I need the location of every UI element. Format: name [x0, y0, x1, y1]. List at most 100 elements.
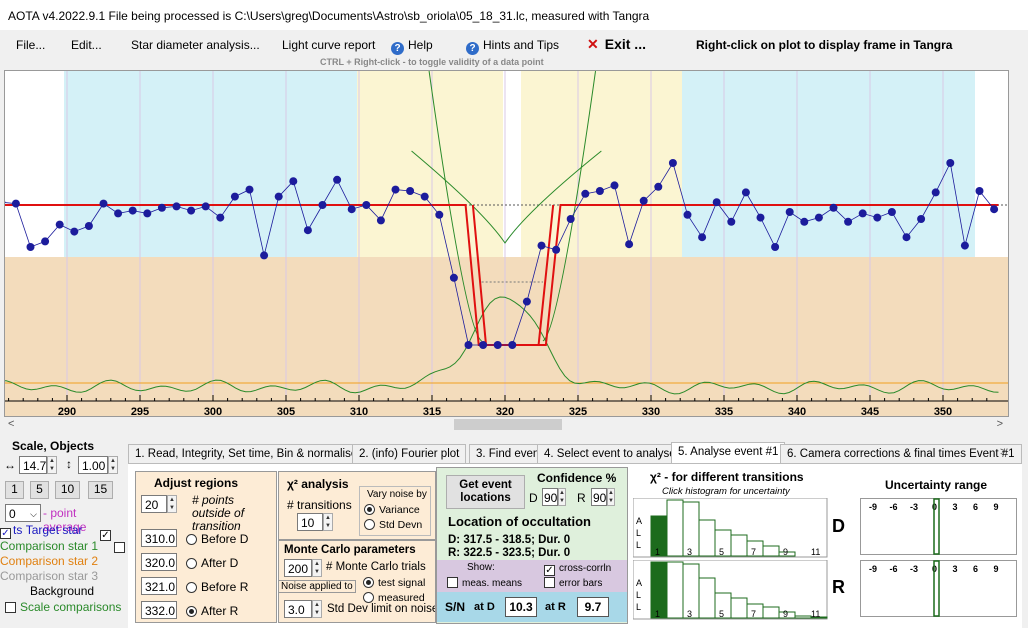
menu-edit[interactable]: Edit...: [71, 38, 102, 52]
measured-radio[interactable]: [363, 592, 374, 603]
data-point[interactable]: [377, 216, 385, 224]
data-point[interactable]: [289, 177, 297, 185]
data-point[interactable]: [41, 237, 49, 245]
data-point[interactable]: [450, 274, 458, 282]
before-r-value[interactable]: 321.0: [141, 577, 177, 595]
data-point[interactable]: [976, 187, 984, 195]
data-point[interactable]: [961, 242, 969, 250]
data-point[interactable]: [727, 218, 735, 226]
data-point[interactable]: [917, 215, 925, 223]
data-point[interactable]: [85, 222, 93, 230]
data-point[interactable]: [231, 193, 239, 201]
points-outside-input[interactable]: 20: [141, 495, 167, 513]
histogram-bar[interactable]: [699, 578, 715, 618]
data-point[interactable]: [465, 341, 473, 349]
conf-r-spinner[interactable]: ▲▼: [607, 488, 615, 506]
conf-d-input[interactable]: 90: [542, 488, 558, 506]
data-point[interactable]: [114, 209, 122, 217]
data-point[interactable]: [844, 218, 852, 226]
monte-trials-spinner[interactable]: ▲▼: [312, 559, 322, 577]
data-point[interactable]: [421, 193, 429, 201]
menu-star-diameter[interactable]: Star diameter analysis...: [131, 38, 260, 52]
data-point[interactable]: [830, 204, 838, 212]
cross-corr-option[interactable]: ✓cross-corrln: [544, 563, 611, 576]
data-point[interactable]: [625, 240, 633, 248]
before-d-value[interactable]: 310.0: [141, 529, 177, 547]
hscale-input[interactable]: 14.7: [19, 456, 47, 474]
data-point[interactable]: [143, 209, 151, 217]
data-point[interactable]: [684, 211, 692, 219]
data-point[interactable]: [523, 298, 531, 306]
histogram-bar[interactable]: [667, 562, 683, 618]
data-point[interactable]: [435, 211, 443, 219]
data-point[interactable]: [669, 159, 677, 167]
stddev-option[interactable]: Std Devn: [364, 519, 422, 531]
data-point[interactable]: [100, 200, 108, 208]
data-point[interactable]: [304, 226, 312, 234]
zoom-10-button[interactable]: 10: [55, 481, 80, 499]
data-point[interactable]: [611, 181, 619, 189]
monte-trials-input[interactable]: 200: [284, 559, 312, 577]
after-d-value[interactable]: 320.0: [141, 553, 177, 571]
data-point[interactable]: [713, 198, 721, 206]
conf-d-spinner[interactable]: ▲▼: [558, 488, 566, 506]
data-point[interactable]: [888, 208, 896, 216]
menu-hints[interactable]: ?Hints and Tips: [466, 38, 559, 55]
stddev-limit-input[interactable]: 3.0: [284, 600, 312, 618]
after-d-option[interactable]: After D: [186, 556, 238, 570]
data-point[interactable]: [932, 188, 940, 196]
vscale-spinner[interactable]: ▲▼: [108, 456, 118, 474]
data-point[interactable]: [567, 215, 575, 223]
scroll-right-icon[interactable]: >: [997, 418, 1003, 430]
menu-file[interactable]: File...: [16, 38, 45, 52]
histogram-bar[interactable]: [731, 535, 747, 556]
data-point[interactable]: [990, 205, 998, 213]
data-point[interactable]: [873, 214, 881, 222]
histogram-bar[interactable]: [667, 500, 683, 556]
transitions-input[interactable]: 10: [297, 513, 323, 531]
after-d-radio[interactable]: [186, 558, 197, 569]
data-point[interactable]: [479, 341, 487, 349]
points-outside-spinner[interactable]: ▲▼: [167, 495, 177, 513]
data-point[interactable]: [946, 159, 954, 167]
tab-scroll-right-icon[interactable]: >: [1000, 446, 1006, 458]
data-point[interactable]: [654, 183, 662, 191]
hscale-spinner[interactable]: ▲▼: [47, 456, 57, 474]
scrollbar-thumb[interactable]: [454, 419, 562, 430]
data-point[interactable]: [640, 197, 648, 205]
data-point[interactable]: [129, 207, 137, 215]
test-signal-option[interactable]: test signal: [363, 577, 425, 589]
data-point[interactable]: [698, 233, 706, 241]
scroll-left-icon[interactable]: <: [8, 418, 14, 430]
data-point[interactable]: [815, 214, 823, 222]
data-point[interactable]: [319, 201, 327, 209]
plot-scrollbar[interactable]: < >: [4, 417, 1007, 433]
get-event-locations-button[interactable]: Get event locations: [446, 475, 525, 509]
error-bars-checkbox[interactable]: [544, 577, 555, 588]
histogram-bar[interactable]: [763, 607, 779, 618]
zoom-1-button[interactable]: 1: [5, 481, 24, 499]
before-d-radio[interactable]: [186, 534, 197, 545]
data-point[interactable]: [333, 176, 341, 184]
tab-read[interactable]: 1. Read, Integrity, Set time, Bin & norm…: [128, 444, 364, 464]
menu-light-curve-report[interactable]: Light curve report: [282, 38, 375, 52]
data-point[interactable]: [260, 251, 268, 259]
menu-help[interactable]: ?Help: [391, 38, 433, 55]
data-point[interactable]: [771, 243, 779, 251]
data-point[interactable]: [800, 218, 808, 226]
data-point[interactable]: [538, 242, 546, 250]
tab-camera-corrections[interactable]: 6. Camera corrections & final times Even…: [780, 444, 1022, 464]
histogram-bar[interactable]: [699, 520, 715, 556]
data-point[interactable]: [581, 190, 589, 198]
stddev-radio[interactable]: [364, 519, 375, 530]
data-point[interactable]: [859, 209, 867, 217]
data-point[interactable]: [362, 201, 370, 209]
vscale-input[interactable]: 1.00: [78, 456, 108, 474]
transitions-spinner[interactable]: ▲▼: [323, 513, 333, 531]
